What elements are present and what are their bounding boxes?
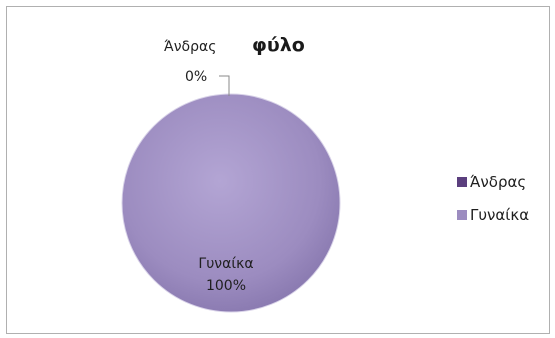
leader-line	[219, 75, 230, 96]
legend: Άνδρας Γυναίκα	[457, 173, 529, 224]
slice-label-gynaika-percent: 100%	[206, 278, 246, 294]
legend-label-gynaika: Γυναίκα	[470, 206, 529, 224]
legend-swatch-andras	[457, 177, 467, 187]
slice-label-andras-category: Άνδρας	[164, 39, 216, 55]
chart-title: φύλο	[252, 34, 305, 56]
legend-label-andras: Άνδρας	[470, 173, 526, 191]
pie-slices	[121, 93, 341, 313]
pie-slice-gynaika	[121, 93, 341, 313]
slice-label-gynaika-category: Γυναίκα	[198, 256, 253, 272]
slice-label-andras-percent: 0%	[185, 69, 207, 85]
legend-swatch-gynaika	[457, 210, 467, 220]
